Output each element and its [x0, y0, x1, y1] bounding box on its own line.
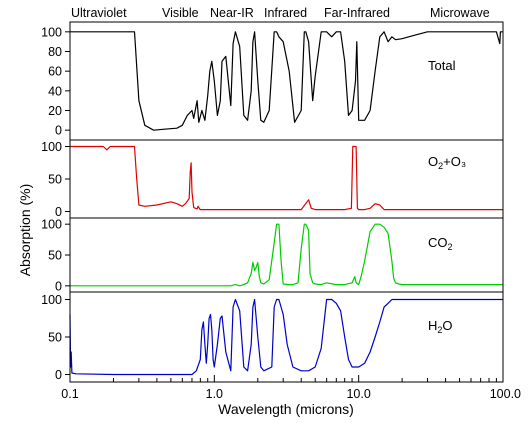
- band-label: Ultraviolet: [71, 6, 127, 20]
- series-line: [69, 298, 503, 376]
- y-tick-label: 50: [48, 249, 62, 263]
- y-tick-label: 50: [48, 173, 62, 187]
- x-tick-label: 100.0: [490, 387, 521, 401]
- panel-label: CO2: [428, 235, 453, 252]
- band-label: Visible: [162, 6, 199, 20]
- y-tick-label: 0: [55, 124, 62, 138]
- x-axis: 0.1 1.0 10.0 100.0: [61, 375, 521, 401]
- plot-frame: [69, 21, 504, 383]
- panel: 0 50 100 CO2: [41, 218, 503, 293]
- y-tick-label: 80: [48, 45, 62, 59]
- x-axis-title: Wavelength (microns): [218, 401, 354, 417]
- y-axis-title: Absorption (%): [17, 184, 33, 277]
- panel-label-tail: O: [442, 318, 452, 333]
- panel: 0 50 100 O2+O₃: [41, 140, 503, 219]
- panel-label-tail: +O₃: [443, 154, 466, 169]
- panel-label: H2O: [428, 318, 453, 335]
- y-tick-label: 100: [41, 293, 62, 307]
- band-label: Far-Infrared: [324, 6, 390, 20]
- x-tick-label: 0.1: [61, 387, 78, 401]
- y-tick-label: 40: [48, 84, 62, 98]
- panel-label-sub: 2: [448, 242, 453, 252]
- band-label: Infrared: [264, 6, 307, 20]
- y-tick-label: 0: [55, 368, 62, 382]
- panel-label-sub: 2: [437, 325, 442, 335]
- series-line: [70, 145, 503, 211]
- series-line: [70, 223, 503, 287]
- y-tick-label: 50: [48, 331, 62, 345]
- panel-label-sub: 2: [438, 161, 443, 171]
- panel-label: Total: [428, 58, 456, 73]
- panel-label-main: CO: [428, 235, 448, 250]
- panel-label-main: H: [428, 318, 437, 333]
- chart-panels: 020406080100Total050100O2+O₃050100CO2050…: [41, 25, 503, 382]
- x-tick-label: 1.0: [206, 387, 223, 401]
- panel: 0 50 100 H2O: [41, 293, 503, 382]
- y-tick-label: 100: [41, 218, 62, 232]
- y-tick-label: 100: [41, 140, 62, 154]
- band-label: Microwave: [430, 6, 490, 20]
- y-tick-label: 0: [55, 279, 62, 293]
- band-label: Near-IR: [210, 6, 254, 20]
- band-labels: Ultraviolet Visible Near-IR Infrared Far-Inf…: [71, 6, 490, 20]
- y-tick-label: 20: [48, 104, 62, 118]
- series-line: [70, 31, 503, 131]
- y-tick-label: 0: [55, 205, 62, 219]
- y-tick-label: 60: [48, 65, 62, 79]
- panel-label-main: Total: [428, 58, 456, 73]
- panel-label: O2+O₃: [428, 154, 466, 171]
- panel: 0 20 40 60 80 100 Total: [41, 25, 503, 141]
- y-tick-label: 100: [41, 25, 62, 39]
- x-tick-label: 10.0: [346, 387, 370, 401]
- panel-label-main: O: [428, 154, 438, 169]
